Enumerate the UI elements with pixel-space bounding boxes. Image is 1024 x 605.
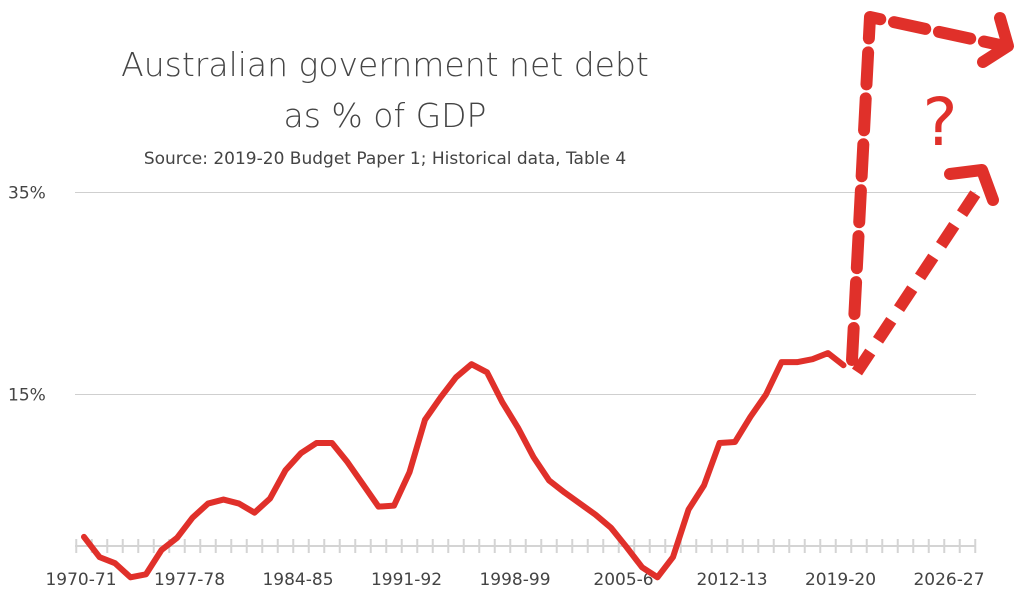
x-tick-label: 1984-85 — [262, 570, 333, 590]
x-tick-label: 1998-99 — [479, 570, 550, 590]
series — [81, 350, 847, 581]
x-tick-label: 1991-92 — [371, 570, 442, 590]
chart-subtitle: Source: 2019-20 Budget Paper 1; Historic… — [144, 149, 626, 169]
x-tick-label: 2012-13 — [696, 570, 767, 590]
x-tick-label: 2005-6 — [593, 570, 653, 590]
annotation-question-mark: ? — [922, 84, 957, 161]
x-tick-label: 1977-78 — [154, 570, 225, 590]
arrowhead-icon — [977, 12, 1014, 68]
chart-title-line2: as % of GDP — [284, 96, 487, 135]
y-tick-label: 15% — [8, 386, 46, 406]
chart-title: Australian government net debt — [121, 45, 649, 84]
annotations: ? — [846, 11, 1014, 376]
arrowhead-icon — [944, 164, 999, 206]
annotation-arrow-diagonal — [851, 178, 989, 376]
y-tick-label: 35% — [8, 184, 46, 204]
annotation-arrow-up-right — [846, 11, 1006, 366]
gridlines: 15% 35% — [8, 184, 976, 406]
net-debt-line — [81, 350, 847, 581]
x-tick-label: 1970-71 — [45, 570, 116, 590]
x-tick-label: 2019-20 — [805, 570, 876, 590]
x-tick-label: 2026-27 — [913, 570, 984, 590]
x-axis: 1970-71 1977-78 1984-85 1991-92 1998-99 2005-… — [45, 539, 985, 590]
